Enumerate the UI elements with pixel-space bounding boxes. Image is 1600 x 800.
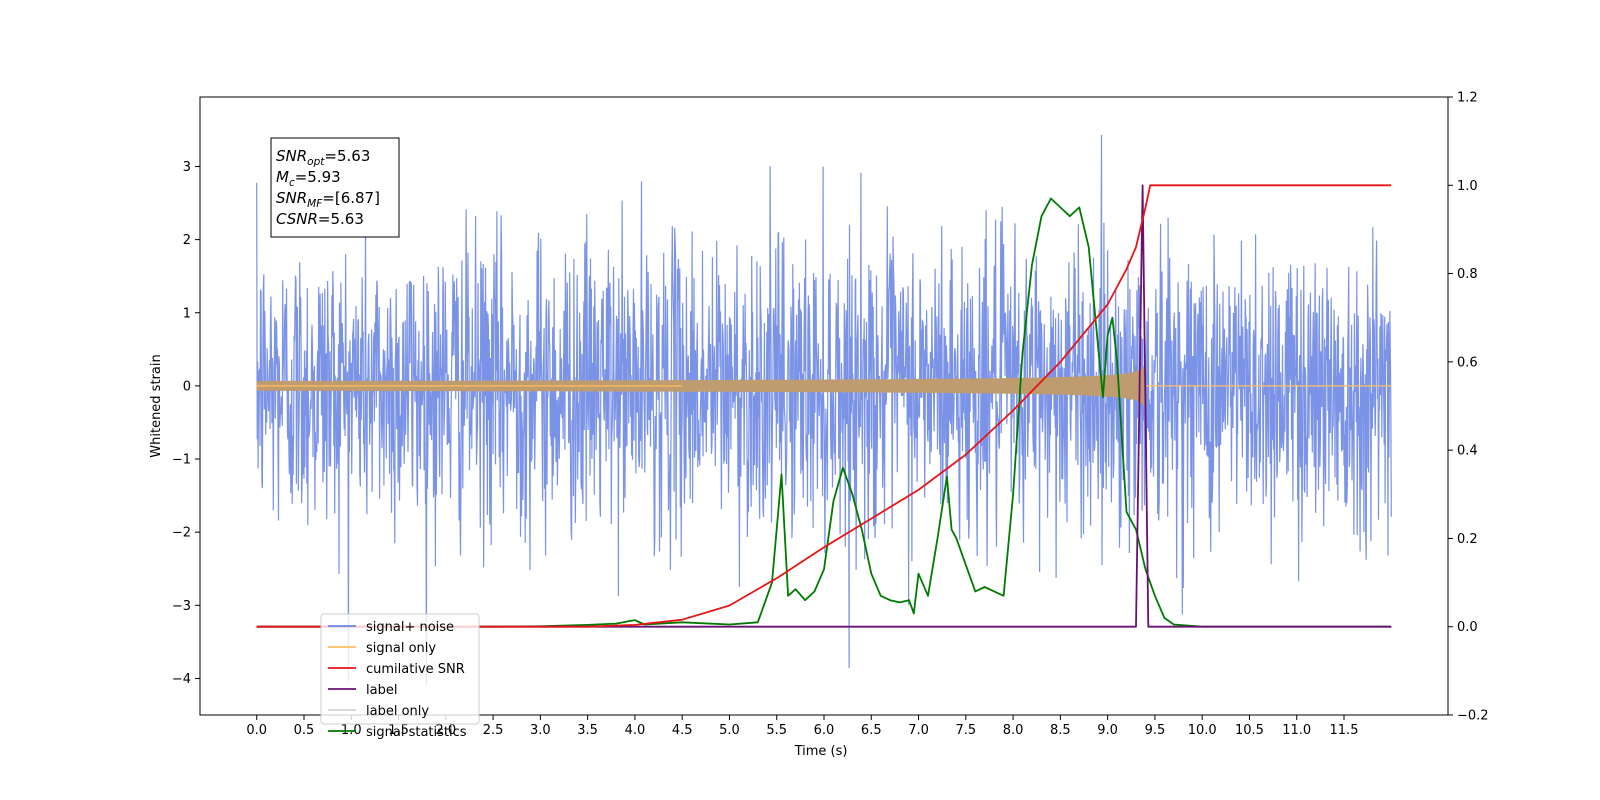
cumilative-snr-line <box>256 184 1392 628</box>
y2-tick-label: 0.2 <box>1457 532 1478 547</box>
legend-entry: cumilative SNR <box>366 662 465 677</box>
x-tick-label: 8.5 <box>1050 723 1071 738</box>
y2-tick-label: 0.6 <box>1457 355 1478 370</box>
y-tick-label: −4 <box>172 672 191 687</box>
x-tick-label: 8.0 <box>1003 723 1024 738</box>
legend-entry: signal+ noise <box>366 620 454 635</box>
x-tick-label: 11.0 <box>1282 723 1311 738</box>
x-tick-label: 7.5 <box>955 723 976 738</box>
y-axis-ticks: 3 2 1 0 −1 −2 −3 −4 <box>172 160 200 687</box>
signal-noise-line <box>256 134 1392 686</box>
signal-noise-series <box>256 134 1392 686</box>
signal-only-envelope <box>256 363 1146 409</box>
label-line <box>256 184 1392 628</box>
x-tick-label: 0.5 <box>294 723 315 738</box>
y-axis-label: Whitened strain <box>149 354 164 457</box>
x-tick-label: 2.0 <box>435 723 456 738</box>
y2-axis-ticks: 1.2 1.0 0.8 0.6 0.4 0.2 0.0 −0.2 <box>1448 91 1489 724</box>
x-tick-label: 3.5 <box>577 723 598 738</box>
x-tick-label: 4.0 <box>625 723 646 738</box>
plot-area <box>199 96 1449 716</box>
x-axis-label: Time (s) <box>794 744 848 759</box>
legend-entry: signal only <box>366 641 436 656</box>
y-tick-label: 1 <box>183 306 191 321</box>
annotation-line: SNRMF=[6.87] <box>276 189 380 210</box>
x-tick-label: 5.0 <box>719 723 740 738</box>
y-tick-label: −2 <box>172 526 191 541</box>
y-tick-label: −3 <box>172 599 191 614</box>
y2-tick-label: 0.4 <box>1457 444 1478 459</box>
annotation-line: CSNR=5.63 <box>276 210 364 228</box>
y2-tick-label: 1.2 <box>1457 91 1478 106</box>
signal-statistics-line <box>256 197 1392 628</box>
x-tick-label: 2.5 <box>483 723 504 738</box>
x-tick-label: 6.0 <box>814 723 835 738</box>
legend: signal+ noise signal only cumilative SNR la… <box>320 613 480 740</box>
y-tick-label: −1 <box>172 453 191 468</box>
y-tick-label: 3 <box>183 160 191 175</box>
y-tick-label: 0 <box>183 379 191 394</box>
signal-only-series <box>256 363 1392 409</box>
x-axis-ticks: 0.0 0.5 1.0 1.5 2.0 2.5 3.0 3.5 4.0 4.5 5.0 5.5 6.0 6… <box>246 715 1358 738</box>
annotation-line: SNRopt=5.63 <box>276 147 370 168</box>
x-tick-label: 3.0 <box>530 723 551 738</box>
x-tick-label: 9.5 <box>1145 723 1166 738</box>
x-tick-label: 10.0 <box>1188 723 1217 738</box>
y2-tick-label: 1.0 <box>1457 179 1478 194</box>
x-tick-label: 1.5 <box>388 723 409 738</box>
annotation-line: Mc=5.93 <box>276 168 341 189</box>
x-tick-label: 11.5 <box>1330 723 1359 738</box>
y2-tick-label: 0.8 <box>1457 267 1478 282</box>
x-tick-label: 7.0 <box>908 723 929 738</box>
x-tick-label: 10.5 <box>1235 723 1264 738</box>
y2-tick-label: 0.0 <box>1457 620 1478 635</box>
x-tick-label: 6.5 <box>861 723 882 738</box>
right-axis-series <box>256 184 1392 628</box>
y-tick-label: 2 <box>183 233 191 248</box>
x-tick-label: 5.5 <box>766 723 787 738</box>
x-tick-label: 4.5 <box>672 723 693 738</box>
legend-entry: signal statistics <box>366 725 467 740</box>
legend-entry: label only <box>366 704 429 719</box>
legend-entry: label <box>366 683 397 698</box>
x-tick-label: 0.0 <box>246 723 267 738</box>
x-tick-label: 9.0 <box>1097 723 1118 738</box>
y2-tick-label: −0.2 <box>1457 709 1489 724</box>
